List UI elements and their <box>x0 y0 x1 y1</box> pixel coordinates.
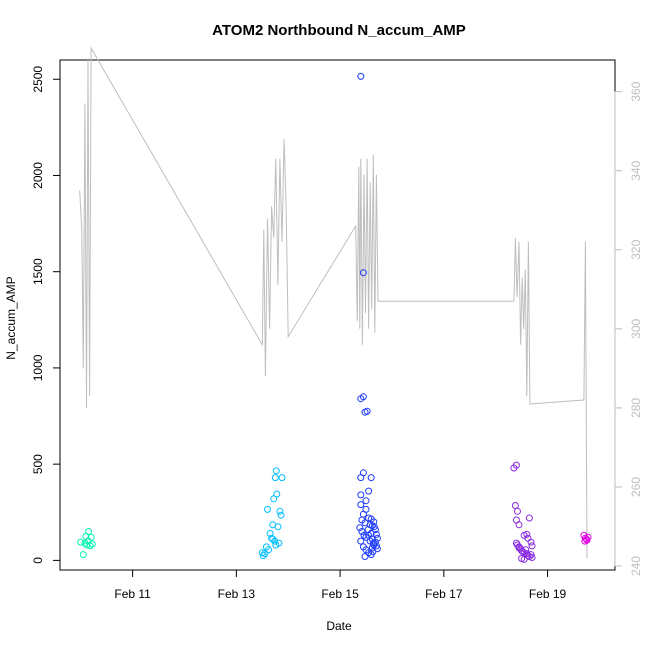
data-point <box>371 526 379 534</box>
data-point <box>276 507 284 515</box>
y-tick-label: 1500 <box>31 258 45 285</box>
data-point <box>278 474 286 482</box>
y2-tick-label: 300 <box>629 319 643 339</box>
data-point <box>359 269 367 277</box>
data-point <box>584 533 592 541</box>
data-point <box>522 546 530 554</box>
x-tick-label: Feb 19 <box>529 587 567 601</box>
data-point <box>515 521 523 529</box>
data-point <box>373 534 381 542</box>
data-point <box>527 551 535 559</box>
y-tick-label: 0 <box>31 557 45 564</box>
data-point <box>366 521 374 529</box>
data-point <box>357 501 365 509</box>
data-point <box>511 502 519 509</box>
scatter-points <box>77 72 592 563</box>
data-point <box>277 511 285 519</box>
y2-tick-label: 280 <box>629 398 643 418</box>
x-tick-label: Feb 17 <box>425 587 463 601</box>
data-point <box>259 552 267 560</box>
data-point <box>77 538 85 546</box>
x-tick-label: Feb 15 <box>321 587 359 601</box>
data-point <box>272 467 280 475</box>
y2-tick-label: 240 <box>629 556 643 576</box>
data-point <box>528 542 536 550</box>
chart-title: ATOM2 Northbound N_accum_AMP <box>212 22 466 39</box>
data-point <box>271 474 279 482</box>
data-point <box>528 554 536 561</box>
data-point <box>264 505 271 513</box>
y2-tick-label: 360 <box>629 81 643 101</box>
data-point <box>265 546 272 554</box>
data-point <box>83 541 91 549</box>
data-point <box>371 538 379 546</box>
data-point <box>261 550 269 558</box>
y2-tick-label: 260 <box>629 477 643 497</box>
data-point <box>362 505 370 513</box>
x-tick-label: Feb 11 <box>114 587 151 601</box>
data-point <box>363 407 371 415</box>
data-point <box>271 537 279 545</box>
data-point <box>514 507 521 515</box>
data-point <box>583 535 590 543</box>
data-point <box>359 393 367 401</box>
data-point <box>359 469 367 477</box>
y-axis-right: 240 260 280 300 320 340 360 <box>614 81 643 576</box>
secondary-line <box>79 46 588 559</box>
data-point <box>274 523 282 531</box>
data-point <box>269 535 277 543</box>
plot-border <box>59 59 616 571</box>
y-tick-label: 2000 <box>31 162 45 189</box>
x-axis-label: Date <box>326 619 352 633</box>
plot-frame <box>59 59 616 571</box>
x-tick-label: Feb 13 <box>218 587 256 601</box>
data-point <box>527 538 535 546</box>
data-point <box>358 528 366 535</box>
data-point <box>361 553 369 560</box>
data-point <box>514 541 521 549</box>
secondary-series-line <box>79 46 588 559</box>
data-point <box>357 491 365 499</box>
data-point <box>518 555 526 562</box>
data-point <box>372 530 380 538</box>
data-point <box>85 528 92 535</box>
data-point <box>356 524 364 532</box>
data-point <box>266 529 274 537</box>
data-point <box>272 541 280 549</box>
data-point <box>360 531 368 539</box>
data-point <box>525 514 533 522</box>
y-axis: 0 500 1000 1500 2000 2500 <box>31 66 61 564</box>
y2-tick-label: 320 <box>629 239 643 259</box>
data-point <box>366 537 374 545</box>
data-point <box>365 487 373 495</box>
data-point <box>357 72 365 80</box>
data-point <box>79 551 87 559</box>
y-tick-label: 2500 <box>31 66 45 93</box>
y-tick-label: 1000 <box>31 354 45 381</box>
data-point <box>369 548 377 556</box>
data-point <box>357 537 365 545</box>
data-point <box>84 537 92 545</box>
y-axis-label: N_accum_AMP <box>4 276 18 359</box>
data-point <box>270 495 278 503</box>
data-point <box>273 490 281 498</box>
data-point <box>362 497 370 505</box>
y-tick-label: 500 <box>31 454 45 474</box>
data-point <box>524 552 532 560</box>
x-axis: Feb 11 Feb 13 Feb 15 Feb 17 Feb 19 <box>114 569 567 601</box>
data-point <box>512 461 520 469</box>
data-point <box>367 474 375 482</box>
data-point <box>372 542 380 550</box>
y2-tick-label: 340 <box>629 160 643 180</box>
